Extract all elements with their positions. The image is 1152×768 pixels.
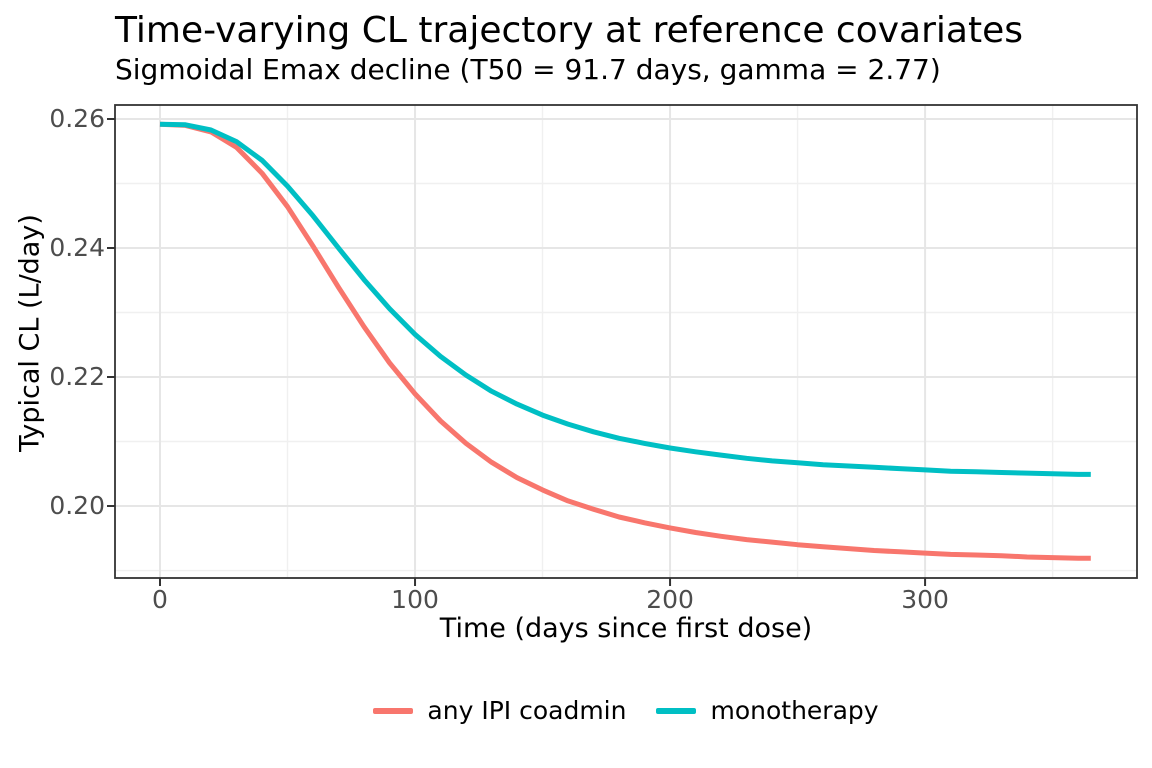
chart-subtitle: Sigmoidal Emax decline (T50 = 91.7 days,…	[115, 53, 941, 86]
legend-label-monotherapy: monotherapy	[710, 696, 879, 725]
x-tick-label: 200	[646, 585, 694, 614]
y-tick-label: 0.22	[49, 362, 105, 391]
x-axis-title: Time (days since first dose)	[439, 613, 813, 644]
legend-swatch-monotherapy	[656, 707, 697, 714]
x-tick-label: 0	[152, 585, 168, 614]
x-tick-label: 300	[901, 585, 949, 614]
series-line-any-ipi-coadmin	[159, 121, 1091, 561]
legend-swatch-any-ipi-coadmin	[373, 707, 414, 714]
series-line-monotherapy	[159, 121, 1091, 477]
y-tick-label: 0.24	[49, 233, 105, 262]
y-tick-label: 0.20	[49, 491, 105, 520]
legend-item-monotherapy: monotherapy	[656, 696, 879, 725]
chart-title: Time-varying CL trajectory at reference …	[115, 10, 1023, 51]
legend: any IPI coadmin monotherapy	[115, 696, 1137, 725]
panel-background	[115, 105, 1137, 578]
y-axis-title: Typical CL (L/day)	[14, 214, 46, 452]
y-tick-label: 0.26	[49, 103, 105, 133]
legend-label-any-ipi-coadmin: any IPI coadmin	[427, 696, 627, 725]
panel-border	[114, 104, 1138, 579]
x-tick-label: 100	[391, 585, 439, 614]
legend-item-any-ipi-coadmin: any IPI coadmin	[373, 696, 626, 725]
